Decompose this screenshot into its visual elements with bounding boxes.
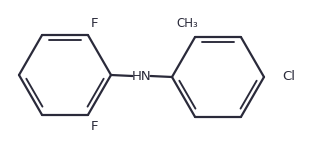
Text: F: F [91, 120, 99, 133]
Text: HN: HN [132, 69, 151, 82]
Text: CH₃: CH₃ [176, 17, 198, 30]
Text: F: F [91, 17, 99, 30]
Text: Cl: Cl [282, 71, 295, 84]
